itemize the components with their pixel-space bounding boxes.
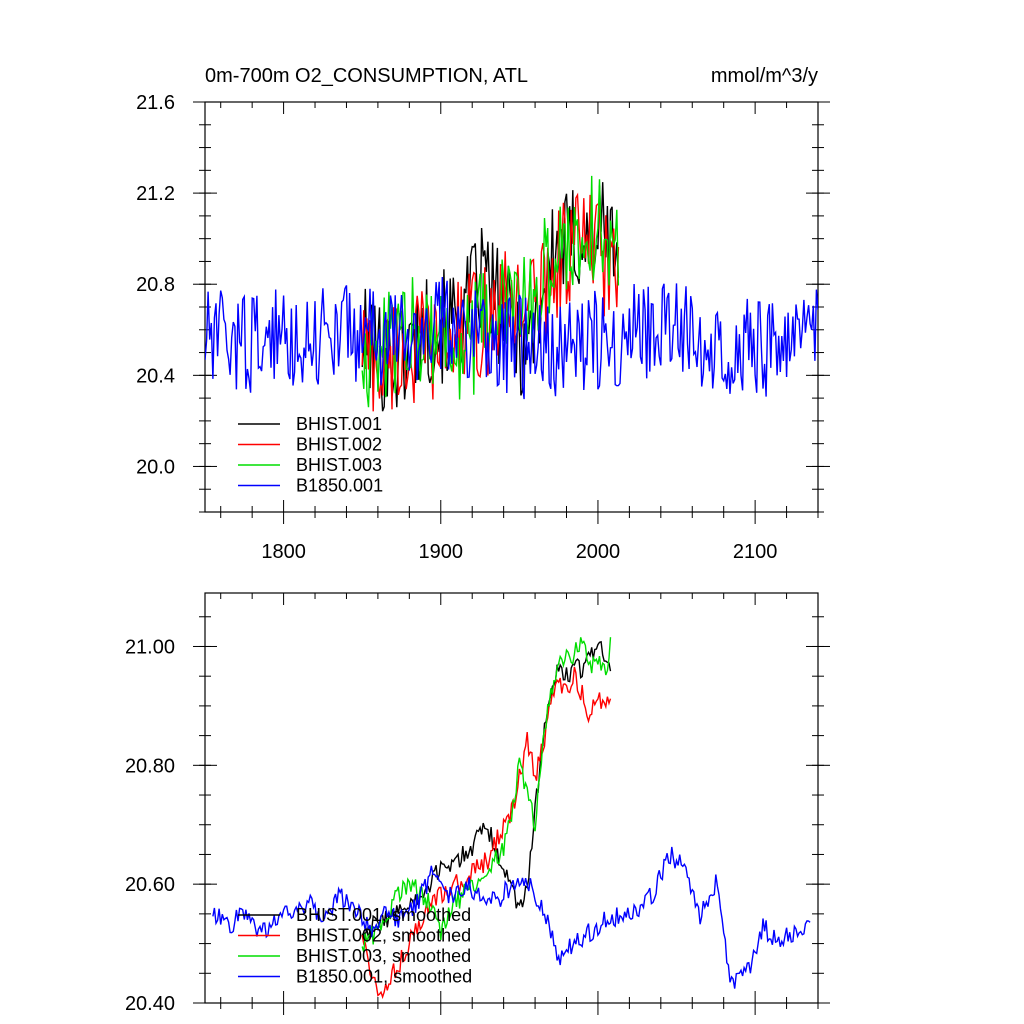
panel-bottom: 20.40 20.60 20.80 21.00 BHIST.001, smoothed… xyxy=(125,592,830,1015)
panel-top: 0m-700m O2_CONSUMPTION, ATL mmol/m^3/y 1… xyxy=(136,65,830,563)
y-tick-label: 21.2 xyxy=(136,183,175,205)
x-tick-label: 1800 xyxy=(261,541,306,563)
series-line-2 xyxy=(361,192,620,412)
series-line-2 xyxy=(361,666,612,1000)
top-title: 0m-700m O2_CONSUMPTION, ATL xyxy=(205,65,528,87)
y-tick-label: 20.40 xyxy=(125,993,175,1015)
legend-label: BHIST.002 xyxy=(296,435,382,455)
top-series-group xyxy=(205,175,818,412)
x-tick-label: 2000 xyxy=(576,541,621,563)
legend-label: BHIST.001 xyxy=(296,414,382,434)
x-tick-label: 2100 xyxy=(733,541,778,563)
y-tick-label: 20.80 xyxy=(125,755,175,777)
series-line-3 xyxy=(361,637,612,953)
legend-label: BHIST.002, smoothed xyxy=(296,926,471,946)
legend-label: BHIST.003 xyxy=(296,455,382,475)
y-tick-label: 20.60 xyxy=(125,874,175,896)
series-line-1 xyxy=(361,640,612,939)
y-tick-label: 20.8 xyxy=(136,274,175,296)
y-tick-label: 20.4 xyxy=(136,365,175,387)
series-line-4 xyxy=(212,846,811,989)
top-axes: 1800 1900 2000 2100 20.0 20.4 20.8 21.2 21.6 xyxy=(136,92,830,563)
legend-label: B1850.001, smoothed xyxy=(296,967,472,987)
plot-frame xyxy=(204,592,819,1004)
legend-label: BHIST.001, smoothed xyxy=(296,905,471,925)
bottom-series-group xyxy=(212,637,811,1000)
y-tick-label: 21.00 xyxy=(125,636,175,658)
legend-label: B1850.001 xyxy=(296,476,383,496)
series-line-3 xyxy=(361,175,620,408)
series-line-4 xyxy=(205,276,818,400)
x-tick-label: 1900 xyxy=(419,541,464,563)
bottom-axes: 20.40 20.60 20.80 21.00 xyxy=(125,592,830,1015)
y-tick-label: 21.6 xyxy=(136,92,175,114)
top-units: mmol/m^3/y xyxy=(711,65,818,87)
y-tick-label: 20.0 xyxy=(136,456,175,478)
legend-label: BHIST.003, smoothed xyxy=(296,946,471,966)
